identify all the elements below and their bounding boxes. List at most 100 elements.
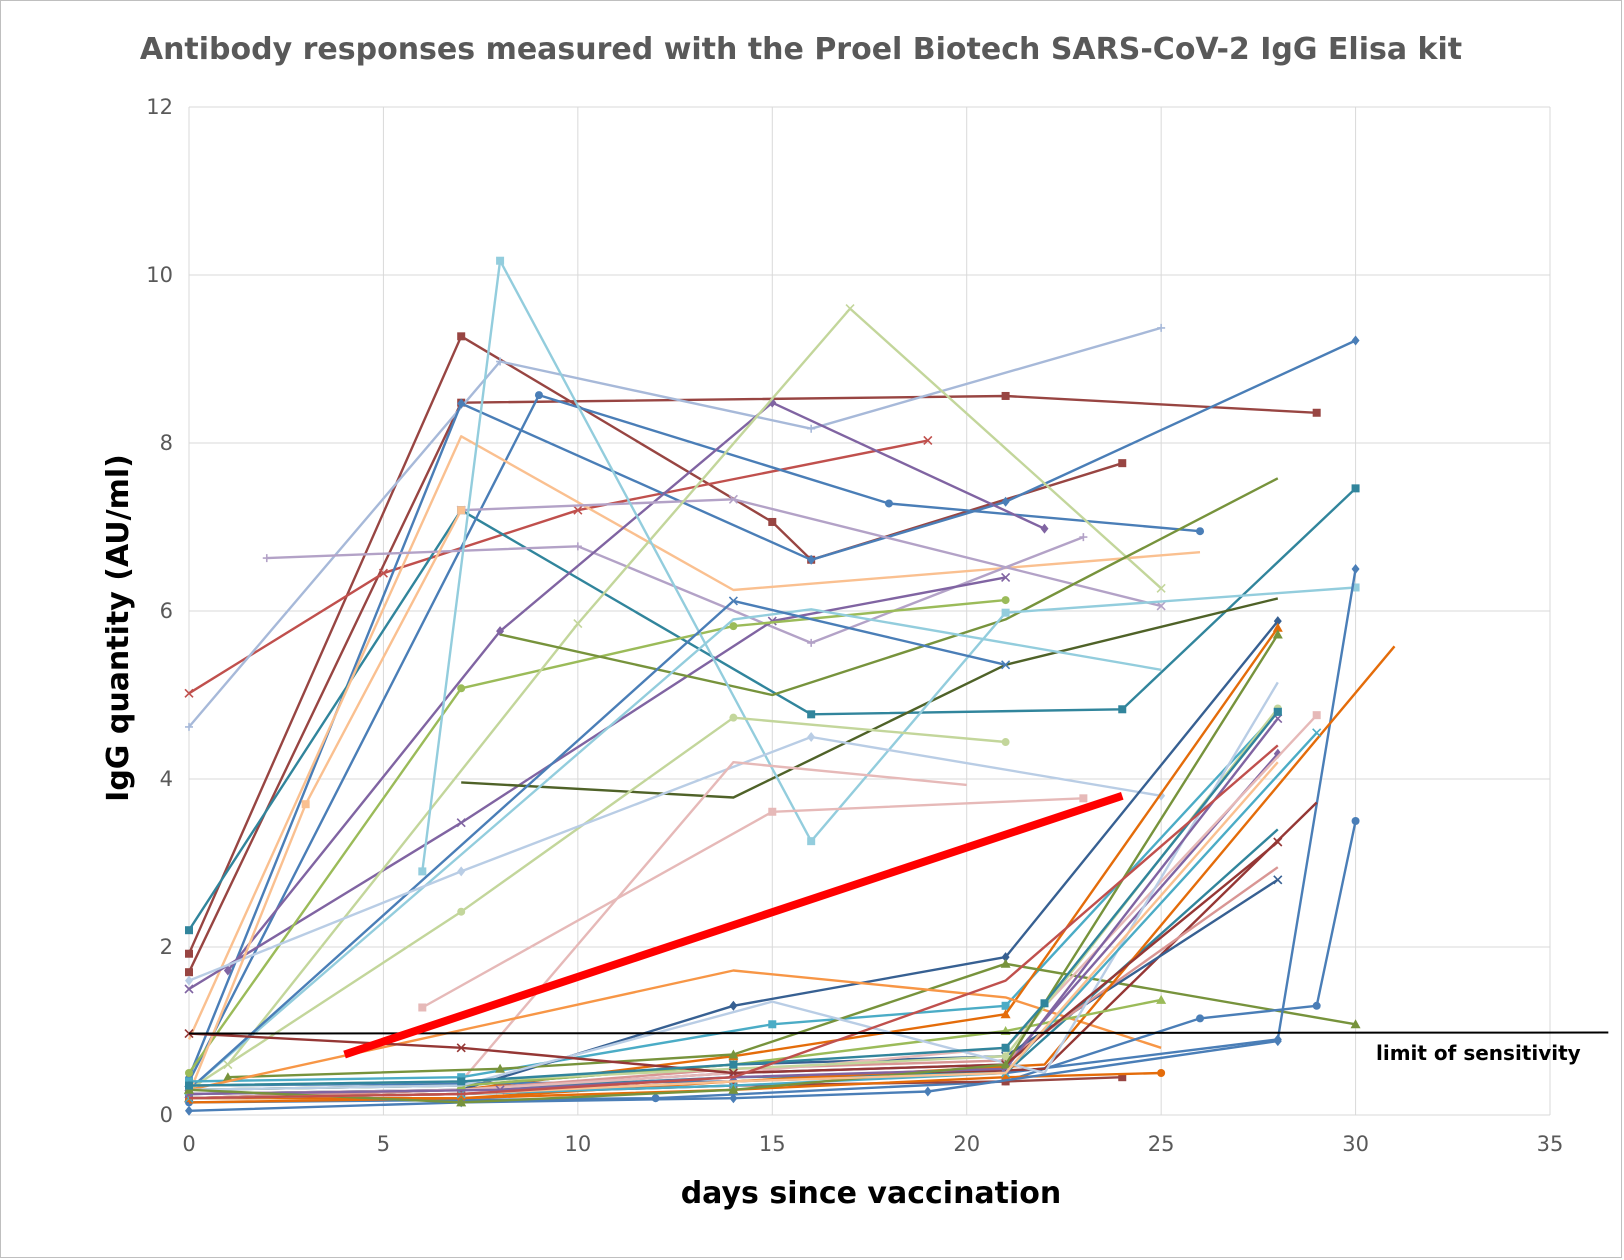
circle-marker bbox=[729, 622, 738, 631]
circle-marker bbox=[534, 391, 543, 400]
diamond-marker bbox=[185, 975, 193, 986]
triangle-marker bbox=[1272, 629, 1283, 639]
square-marker bbox=[185, 949, 193, 958]
triangle-marker bbox=[1000, 1009, 1011, 1019]
x-tick-label: 0 bbox=[182, 1132, 195, 1156]
plus-marker bbox=[1157, 323, 1166, 332]
series-line bbox=[188, 711, 1279, 1087]
gridlines bbox=[188, 106, 1551, 1116]
diamond-marker bbox=[807, 554, 816, 565]
series-line bbox=[188, 681, 1279, 1091]
square-marker bbox=[185, 1081, 193, 1090]
cross-marker bbox=[1312, 728, 1322, 738]
circle-marker bbox=[1312, 1001, 1321, 1010]
square-marker bbox=[1351, 583, 1360, 592]
series-line bbox=[188, 439, 929, 695]
series-line bbox=[460, 761, 967, 1083]
diamond-marker bbox=[223, 965, 232, 976]
x-tick-label: 5 bbox=[377, 1132, 390, 1156]
series-s45 bbox=[184, 713, 1283, 1099]
square-marker bbox=[1312, 711, 1321, 720]
series-s23 bbox=[460, 761, 967, 1083]
square-marker bbox=[1079, 794, 1088, 803]
y-tick-label: 10 bbox=[146, 263, 173, 287]
plus-marker bbox=[185, 722, 193, 731]
x-tick-label: 35 bbox=[1537, 1132, 1564, 1156]
diamond-marker bbox=[729, 1000, 738, 1011]
square-marker bbox=[768, 807, 777, 816]
cross-marker bbox=[1001, 660, 1011, 670]
diamond-marker bbox=[729, 1093, 738, 1104]
square-marker bbox=[768, 517, 777, 526]
plus-marker bbox=[807, 424, 816, 433]
series-s8 bbox=[187, 435, 1201, 1040]
diamond-marker bbox=[1040, 523, 1049, 534]
series-line bbox=[188, 744, 1279, 1100]
diamond-marker bbox=[1001, 952, 1010, 963]
series-s9 bbox=[262, 533, 1088, 647]
series-s28 bbox=[222, 958, 1361, 1082]
diamond-marker bbox=[457, 398, 466, 409]
square-marker bbox=[301, 800, 310, 809]
square-marker bbox=[185, 926, 193, 935]
square-marker bbox=[457, 332, 466, 341]
square-marker bbox=[807, 837, 816, 846]
tick-labels: 0 2 4 6 8 10 12 0 5 10 15 20 25 30 35 bbox=[146, 95, 1563, 1156]
triangle-marker bbox=[1350, 1019, 1361, 1029]
diamond-marker bbox=[1001, 496, 1010, 507]
x-tick-label: 25 bbox=[1148, 1132, 1175, 1156]
chart-title: Antibody responses measured with the Pro… bbox=[140, 32, 1462, 67]
cross-marker bbox=[378, 568, 388, 578]
circle-marker bbox=[1001, 738, 1010, 747]
square-marker bbox=[1001, 1001, 1010, 1010]
square-marker bbox=[418, 1003, 427, 1012]
series-line bbox=[188, 576, 1006, 991]
square-marker bbox=[185, 968, 193, 977]
x-axis-label: days since vaccination bbox=[681, 1176, 1062, 1211]
cross-marker bbox=[845, 304, 855, 314]
triangle-marker bbox=[1000, 958, 1011, 968]
circle-marker bbox=[1351, 817, 1360, 825]
circle-marker bbox=[884, 499, 893, 508]
cross-marker bbox=[573, 619, 583, 629]
trend-line bbox=[343, 792, 1124, 1059]
series-s51 bbox=[188, 744, 1279, 1100]
series-s18 bbox=[188, 608, 1162, 1091]
series-line bbox=[266, 535, 1084, 645]
series-s3 bbox=[184, 435, 933, 698]
circle-marker bbox=[457, 684, 466, 693]
series-s29 bbox=[188, 969, 1162, 1091]
triangle-marker bbox=[1272, 622, 1283, 632]
series-line bbox=[188, 716, 1006, 1091]
annotations bbox=[188, 792, 1609, 1059]
triangle-marker bbox=[222, 1072, 233, 1082]
cross-marker bbox=[184, 688, 194, 698]
square-marker bbox=[418, 867, 427, 876]
cross-marker bbox=[1156, 583, 1166, 593]
series-s15 bbox=[499, 477, 1279, 697]
square-marker bbox=[1118, 1073, 1127, 1082]
diamond-marker bbox=[807, 732, 816, 742]
triangle-marker bbox=[456, 1097, 467, 1107]
diamond-marker bbox=[457, 866, 466, 877]
series-line bbox=[188, 714, 1318, 1096]
sensitivity-limit-label: limit of sensitivity bbox=[1376, 1041, 1581, 1065]
y-tick-label: 6 bbox=[160, 599, 173, 623]
circle-marker bbox=[1001, 596, 1010, 605]
circle-marker bbox=[1196, 527, 1205, 536]
x-tick-label: 15 bbox=[759, 1132, 786, 1156]
y-axis-label: IgG quantity (AU/ml) bbox=[101, 454, 136, 802]
series-line bbox=[187, 435, 1201, 1040]
square-marker bbox=[1001, 391, 1010, 400]
sensitivity-limit-line bbox=[188, 1031, 1609, 1035]
square-marker bbox=[1118, 459, 1127, 468]
series-line bbox=[187, 394, 1317, 973]
square-marker bbox=[1273, 707, 1282, 716]
triangle-marker bbox=[1156, 994, 1167, 1004]
y-tick-label: 2 bbox=[160, 935, 173, 959]
square-marker bbox=[1118, 705, 1127, 714]
y-tick-label: 0 bbox=[160, 1103, 173, 1127]
square-marker bbox=[1001, 1043, 1010, 1052]
series-s22 bbox=[418, 794, 1088, 1012]
series-line bbox=[461, 498, 1162, 608]
